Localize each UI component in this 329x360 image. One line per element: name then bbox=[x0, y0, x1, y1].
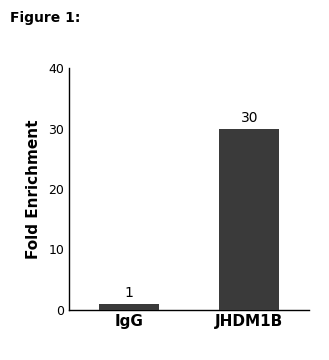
Bar bbox=[219, 129, 279, 310]
Text: Figure 1:: Figure 1: bbox=[10, 11, 80, 25]
Text: 1: 1 bbox=[125, 286, 134, 300]
Bar bbox=[99, 303, 159, 310]
Y-axis label: Fold Enrichment: Fold Enrichment bbox=[26, 119, 41, 259]
Text: 30: 30 bbox=[240, 111, 258, 125]
